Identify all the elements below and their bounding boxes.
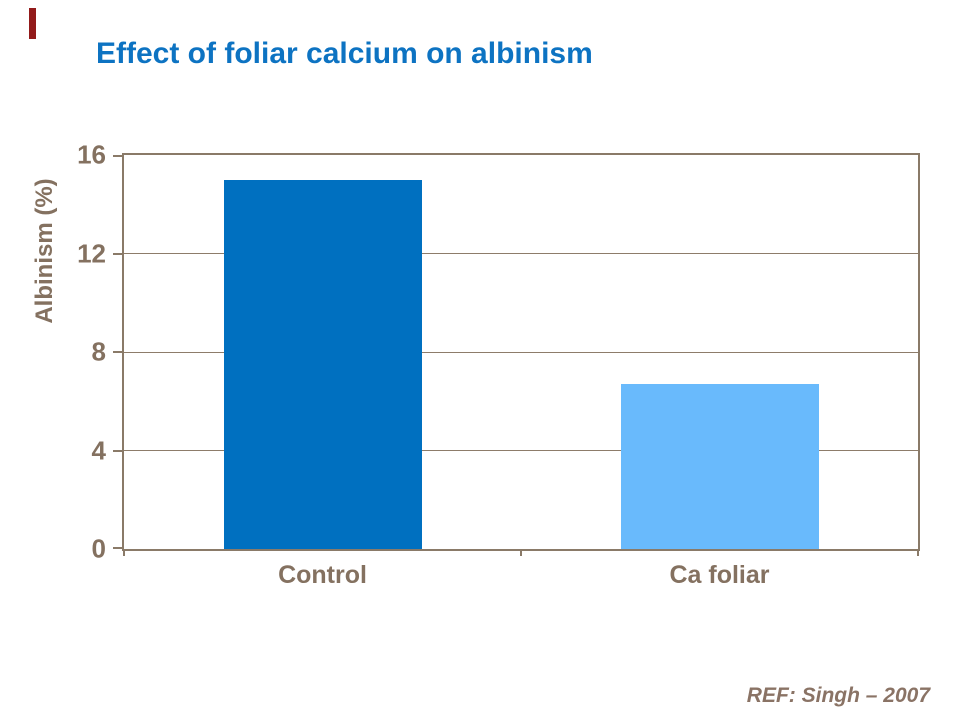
y-axis-title: Albinism (%) xyxy=(31,178,58,324)
x-tick xyxy=(917,549,919,556)
y-tick xyxy=(113,351,122,353)
gridline xyxy=(124,253,918,254)
accent-bar xyxy=(29,8,36,39)
gridline xyxy=(124,351,918,353)
reference-text: REF: Singh – 2007 xyxy=(746,684,930,707)
slide-title: Effect of foliar calcium on albinism xyxy=(96,37,593,70)
chart-plot-area: 0 4 8 12 16 Control Ca foliar xyxy=(77,140,920,589)
gridline xyxy=(124,450,918,451)
x-tick xyxy=(123,549,125,556)
x-category-label: Control xyxy=(278,561,367,589)
y-tick xyxy=(113,547,122,549)
y-tick-label: 16 xyxy=(77,139,106,170)
y-tick-label: 12 xyxy=(77,238,106,268)
bar-ca-foliar xyxy=(620,384,819,549)
y-tick xyxy=(113,252,122,255)
y-tick xyxy=(113,449,122,452)
bar-control xyxy=(223,179,422,549)
x-category-label: Ca foliar xyxy=(669,561,770,589)
y-tick-label: 0 xyxy=(91,533,106,564)
y-tick xyxy=(113,155,122,157)
y-tick-label: 8 xyxy=(91,336,106,367)
x-tick xyxy=(520,549,522,556)
y-tick-label: 4 xyxy=(91,435,106,465)
